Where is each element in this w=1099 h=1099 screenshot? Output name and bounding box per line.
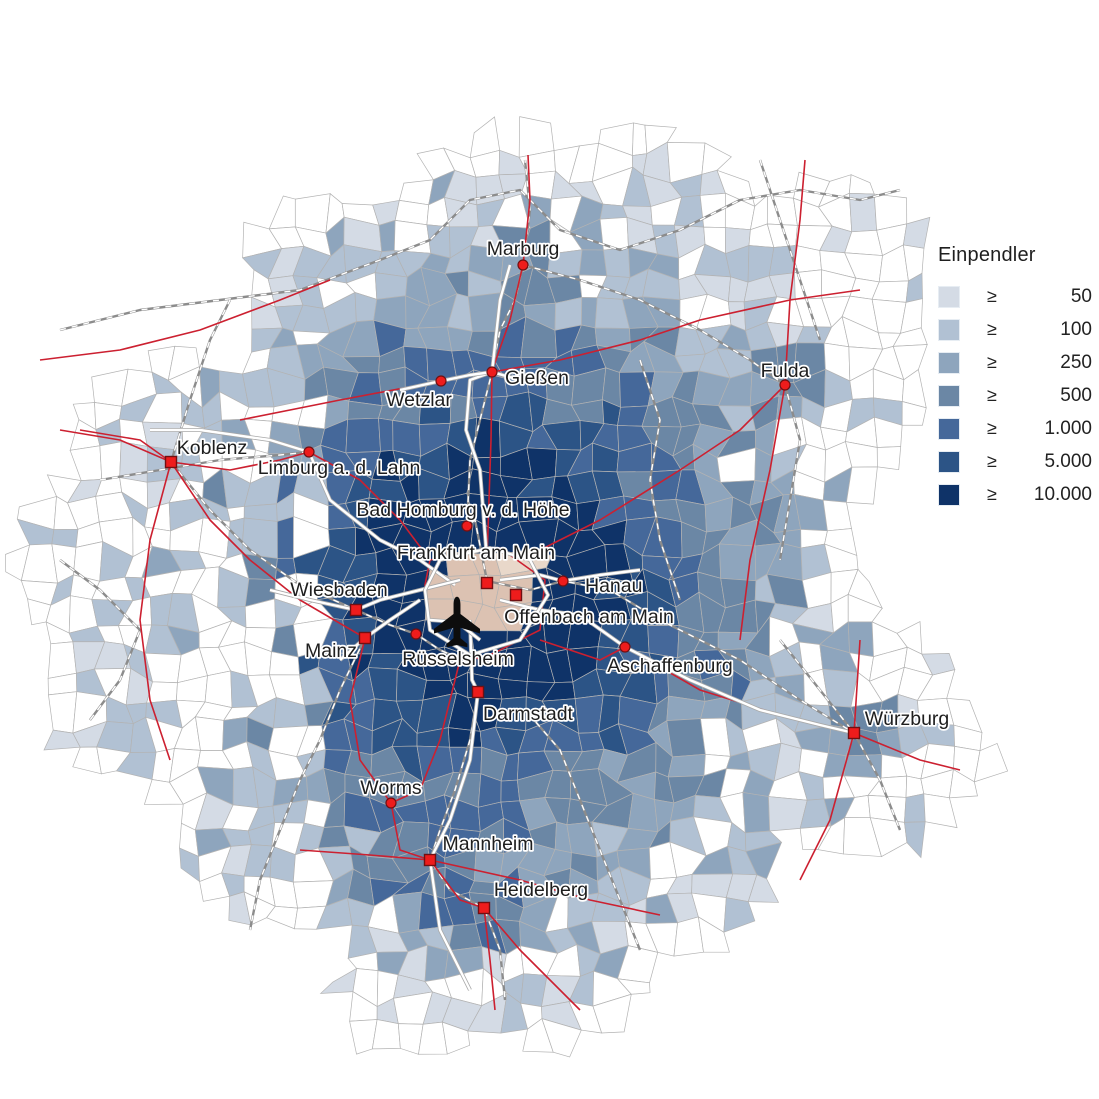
- city-marker-bad-homburg-v-d-h-he: [461, 520, 473, 532]
- legend-operator: ≥: [987, 286, 997, 306]
- city-label-fulda: Fulda: [761, 360, 810, 382]
- legend-swatch-250: [938, 351, 960, 374]
- city-marker-w-rzburg: [847, 726, 861, 740]
- legend-swatch-50: [938, 285, 960, 308]
- city-label-offenbach-am-main: Offenbach am Main: [504, 606, 674, 628]
- legend-swatch-100: [938, 318, 960, 341]
- city-marker-mannheim: [423, 853, 437, 867]
- city-marker-r-sselsheim: [410, 628, 422, 640]
- city-label-hanau: Hanau: [585, 575, 642, 597]
- city-marker-wiesbaden: [349, 603, 363, 617]
- city-marker-gie-en: [486, 366, 498, 378]
- city-label-bad-homburg-v-d-h-he: Bad Homburg v. d. Höhe: [356, 499, 569, 521]
- motorway-lines: [150, 264, 855, 991]
- city-marker-limburg-a-d-lahn: [303, 446, 315, 458]
- legend-row-250: ≥250: [938, 346, 1092, 379]
- city-label-koblenz: Koblenz: [177, 437, 247, 459]
- city-label-aschaffenburg: Aschaffenburg: [607, 655, 732, 677]
- legend-operator: ≥: [987, 451, 997, 471]
- city-marker-heidelberg: [477, 901, 491, 915]
- city-marker-wetzlar: [435, 375, 447, 387]
- legend-operator: ≥: [987, 319, 997, 339]
- legend-swatch-5.000: [938, 450, 960, 473]
- legend-row-5.000: ≥5.000: [938, 445, 1092, 478]
- city-marker-mainz: [358, 631, 372, 645]
- city-label-w-rzburg: Würzburg: [865, 708, 950, 730]
- city-marker-marburg: [517, 259, 529, 271]
- legend-rows: ≥50 ≥100 ≥250 ≥500 ≥1.000 ≥5.000 ≥10.000: [938, 280, 1092, 511]
- city-label-worms: Worms: [360, 777, 422, 799]
- city-label-r-sselsheim: Rüsselsheim: [402, 648, 514, 670]
- legend-row-100: ≥100: [938, 313, 1092, 346]
- airport: [434, 596, 480, 648]
- city-marker-worms: [385, 797, 397, 809]
- city-label-frankfurt-am-main: Frankfurt am Main: [397, 542, 555, 564]
- city-label-marburg: Marburg: [487, 238, 560, 260]
- legend-row-10.000: ≥10.000: [938, 478, 1092, 511]
- city-label-gie-en: Gießen: [505, 367, 569, 389]
- legend-value: 5.000: [1044, 450, 1092, 472]
- legend-operator: ≥: [987, 418, 997, 438]
- city-marker-koblenz: [164, 455, 178, 469]
- legend-row-50: ≥50: [938, 280, 1092, 313]
- city-label-wetzlar: Wetzlar: [386, 389, 452, 411]
- legend-swatch-500: [938, 384, 960, 407]
- legend-row-500: ≥500: [938, 379, 1092, 412]
- legend-value: 500: [1060, 384, 1092, 406]
- legend: Einpendler ≥50 ≥100 ≥250 ≥500 ≥1.000 ≥5.000 ≥1…: [938, 244, 1092, 511]
- legend-operator: ≥: [987, 352, 997, 372]
- city-marker-darmstadt: [471, 685, 485, 699]
- legend-value: 250: [1060, 351, 1092, 373]
- legend-operator: ≥: [987, 385, 997, 405]
- legend-swatch-10.000: [938, 483, 960, 506]
- legend-operator: ≥: [987, 484, 997, 504]
- legend-title: Einpendler: [938, 244, 1036, 266]
- city-label-heidelberg: Heidelberg: [494, 879, 588, 901]
- city-label-mannheim: Mannheim: [442, 833, 533, 855]
- city-marker-hanau: [557, 575, 569, 587]
- city-markers: [164, 259, 861, 915]
- city-marker-fulda: [779, 379, 791, 391]
- city-label-wiesbaden: Wiesbaden: [290, 579, 388, 601]
- city-label-limburg-a-d-lahn: Limburg a. d. Lahn: [258, 457, 421, 479]
- city-marker-offenbach-am-main: [509, 588, 523, 602]
- city-labels: Marburg Wetzlar Gießen Fulda Koblenz Limburg …: [175, 236, 951, 902]
- city-marker-aschaffenburg: [619, 641, 631, 653]
- city-label-darmstadt: Darmstadt: [483, 703, 574, 725]
- airplane-icon: [434, 596, 480, 648]
- legend-value: 100: [1060, 318, 1092, 340]
- legend-swatch-1.000: [938, 417, 960, 440]
- city-marker-frankfurt-am-main: [480, 576, 494, 590]
- legend-value: 50: [1070, 285, 1092, 307]
- legend-value: 10.000: [1033, 483, 1092, 505]
- legend-row-1.000: ≥1.000: [938, 412, 1092, 445]
- legend-value: 1.000: [1044, 417, 1092, 439]
- city-label-mainz: Mainz: [305, 640, 357, 662]
